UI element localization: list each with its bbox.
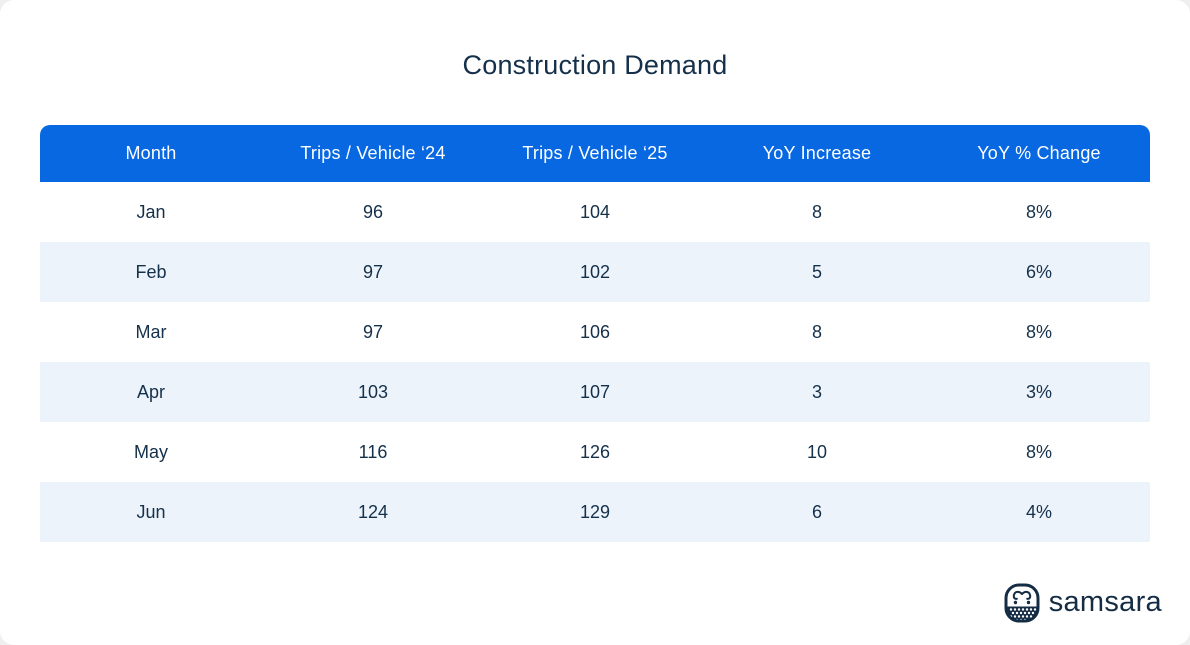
table-row: Jan 96 104 8 8% bbox=[40, 182, 1150, 242]
table-row: Apr 103 107 3 3% bbox=[40, 362, 1150, 422]
table-cell: 6% bbox=[1025, 261, 1052, 282]
table-cell: 126 bbox=[579, 441, 611, 462]
table-cell: 103 bbox=[357, 381, 389, 402]
table-row: May 116 126 10 8% bbox=[40, 422, 1150, 482]
table-cell: 8% bbox=[1025, 201, 1052, 222]
column-header: YoY Increase bbox=[762, 143, 872, 163]
page-title: Construction Demand bbox=[462, 50, 728, 80]
table-header-row: Month Trips / Vehicle ‘24 Trips / Vehicle … bbox=[40, 125, 1150, 182]
table-cell: 8 bbox=[811, 201, 822, 222]
table-cell: 8 bbox=[811, 321, 822, 342]
table-cell: 106 bbox=[579, 321, 611, 342]
table-cell: Jun bbox=[136, 501, 166, 522]
table-cell: 97 bbox=[362, 321, 384, 342]
table-cell: 3 bbox=[811, 381, 822, 402]
table-cell: 8% bbox=[1025, 321, 1052, 342]
table-cell: 104 bbox=[579, 201, 611, 222]
table-row: Jun 124 129 6 4% bbox=[40, 482, 1150, 542]
column-header: Trips / Vehicle ‘24 bbox=[300, 143, 446, 163]
column-header: Trips / Vehicle ‘25 bbox=[522, 143, 668, 163]
table-cell: 5 bbox=[811, 261, 822, 282]
table-cell: 129 bbox=[579, 501, 611, 522]
table-cell: 116 bbox=[358, 441, 388, 462]
column-header: YoY % Change bbox=[977, 143, 1101, 163]
table-cell: Jan bbox=[136, 201, 166, 222]
table-row: Mar 97 106 8 8% bbox=[40, 302, 1150, 362]
table-cell: Mar bbox=[135, 321, 167, 342]
table-cell: 96 bbox=[362, 201, 384, 222]
table-cell: 102 bbox=[579, 261, 611, 282]
table-cell: 107 bbox=[579, 381, 611, 402]
table-row: Feb 97 102 5 6% bbox=[40, 242, 1150, 302]
table-cell: 6 bbox=[811, 501, 822, 522]
table-cell: 3% bbox=[1025, 381, 1052, 402]
samsara-owl-icon bbox=[1004, 583, 1040, 623]
samsara-wordmark: samsara bbox=[1048, 585, 1162, 618]
column-header: Month bbox=[125, 143, 177, 163]
demand-table: Month Trips / Vehicle ‘24 Trips / Vehicle … bbox=[40, 125, 1150, 542]
table-cell: 4% bbox=[1025, 501, 1052, 522]
table-cell: 10 bbox=[806, 441, 828, 462]
samsara-logo: samsara bbox=[1004, 583, 1162, 623]
table-body: Jan 96 104 8 8% Feb 97 102 5 6% Mar 97 106 8 8% Apr 103 1… bbox=[40, 182, 1150, 542]
table-cell: Apr bbox=[136, 381, 165, 402]
table-cell: May bbox=[133, 441, 168, 462]
table-cell: 124 bbox=[357, 501, 389, 522]
table-cell: 8% bbox=[1025, 441, 1052, 462]
table-cell: Feb bbox=[135, 261, 167, 282]
table-cell: 97 bbox=[362, 261, 384, 282]
